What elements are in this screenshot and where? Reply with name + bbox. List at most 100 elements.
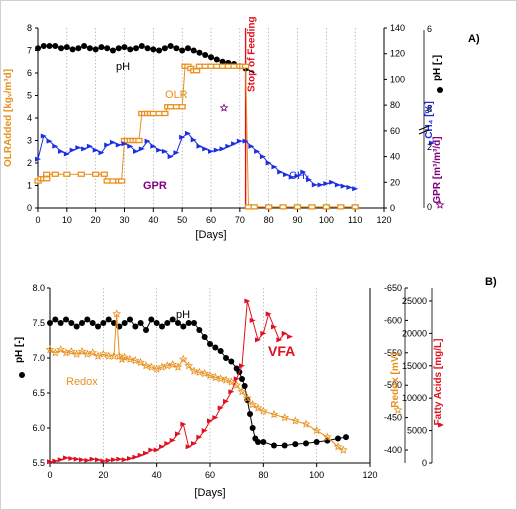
data-point-a-ch [179, 134, 186, 140]
data-point-b-vfa [164, 441, 171, 447]
tick-label-a-olr: 6 [27, 68, 32, 78]
tick-label-b-redox: -550 [384, 348, 402, 358]
data-point-b-vfa [159, 444, 165, 450]
data-point-a-ch [236, 138, 243, 144]
data-point-a-ch [202, 146, 209, 152]
data-point-a-olr [213, 63, 221, 69]
data-point-a-ch [133, 148, 140, 154]
tick-label-a-ph: 8 [427, 104, 432, 114]
tick-label-a-x: 80 [264, 215, 274, 225]
data-point-a-olr [77, 171, 85, 177]
annotation-a-ch4: CH₄ [289, 170, 310, 182]
data-point-a-ph [115, 45, 122, 52]
tick-label-a-x: 60 [206, 215, 216, 225]
data-point-a-olr [166, 104, 175, 110]
tick-label-a-x: 10 [62, 215, 72, 225]
data-point-a-ch [265, 160, 272, 166]
data-point-b-vfa [137, 452, 144, 458]
data-point-b-vfa [153, 447, 160, 453]
tick-label-a-ch4: 40 [390, 152, 400, 162]
data-point-b-vfa [239, 363, 245, 369]
tick-label-a-olr: 5 [27, 91, 32, 101]
data-point-b-redox [253, 403, 263, 412]
data-point-a-ch [75, 145, 82, 151]
data-point-a-ch [242, 138, 249, 144]
data-point-b-redox [269, 409, 279, 419]
data-point-b-ph [143, 327, 149, 333]
tick-label-b-x: 0 [47, 470, 52, 480]
data-point-b-redox [82, 349, 92, 358]
annotation-a-olr: OLR [165, 89, 188, 101]
data-point-a-ch [340, 183, 347, 189]
data-point-a-ch [127, 143, 134, 149]
tick-label-b-redox: -650 [384, 283, 402, 293]
data-point-a-olr [322, 204, 330, 210]
tick-label-a-x: 100 [319, 215, 334, 225]
data-point-b-redox [248, 400, 258, 409]
tick-label-a-x: 30 [119, 215, 129, 225]
data-point-a-ph [109, 47, 116, 54]
data-point-a-olr [195, 63, 204, 69]
data-point-a-ch [219, 146, 226, 152]
data-point-a-ch [144, 138, 151, 144]
data-point-a-ch [52, 143, 59, 149]
axis-label-b-vfa: Fatty Acids [mg/L] [433, 339, 444, 426]
data-point-a-olr [103, 178, 111, 184]
data-point-b-ph [105, 316, 112, 323]
data-point-a-ch [173, 150, 180, 156]
data-point-a-ph [81, 43, 88, 49]
data-point-a-ch [311, 182, 318, 188]
annotation-b-redox: Redox [66, 376, 98, 388]
data-point-a-olr [293, 204, 302, 210]
data-point-a-ch [334, 182, 341, 188]
data-point-a-ph [104, 45, 111, 52]
data-point-b-redox [98, 349, 108, 358]
data-point-a-olr [155, 110, 163, 117]
data-point-b-redox [200, 368, 210, 378]
data-point-b-vfa [127, 455, 133, 461]
data-point-b-ph [247, 411, 253, 417]
data-point-a-ch [104, 142, 111, 148]
data-point-a-ph [40, 43, 47, 49]
data-point-b-redox [77, 346, 87, 356]
data-point-b-redox [237, 387, 247, 396]
data-point-b-vfa [79, 457, 85, 463]
tick-label-a-olr: 2 [27, 158, 32, 168]
data-point-b-ph [63, 316, 69, 323]
axis-label-a-x: [Days] [195, 229, 226, 241]
data-point-a-ph [144, 45, 151, 52]
data-point-b-vfa [68, 455, 75, 461]
data-point-b-ph [335, 435, 341, 442]
data-point-b-vfa [47, 459, 53, 465]
tick-label-a-gpr: 2 [427, 142, 432, 152]
data-point-a-ch [213, 147, 220, 153]
axis-label-b-redox: Redox [mV] [390, 352, 401, 408]
tick-label-b-vfa: 20000 [402, 328, 427, 338]
data-point-b-redox [136, 357, 146, 367]
data-point-a-ph [121, 44, 128, 51]
data-point-a-olr [135, 137, 143, 144]
tick-label-a-x: 0 [35, 215, 40, 225]
data-point-a-olr [178, 104, 186, 110]
data-point-b-ph [57, 320, 64, 326]
tick-label-b-vfa: 10000 [402, 393, 427, 403]
data-point-a-ch [323, 181, 330, 187]
annotation-a-gpr: GPR [143, 180, 167, 192]
tick-label-b-redox: -500 [384, 380, 402, 390]
data-point-a-ch [271, 164, 278, 170]
data-point-b-ph [201, 334, 208, 340]
panel-label-a: A) [468, 33, 480, 45]
data-point-a-ch [231, 141, 238, 147]
annotation-a-ph: pH [116, 61, 130, 73]
data-point-b-vfa [196, 434, 203, 440]
data-point-b-vfa [100, 458, 107, 464]
data-point-b-vfa [143, 450, 149, 456]
data-point-b-vfa [111, 457, 117, 463]
tick-label-b-x: 80 [258, 470, 268, 480]
data-point-a-ch [58, 148, 65, 154]
tick-label-b-redox: -600 [384, 315, 402, 325]
data-point-b-ph [271, 442, 277, 449]
data-point-b-redox [72, 349, 82, 358]
data-point-b-redox [157, 362, 167, 371]
data-point-a-ch [288, 174, 295, 180]
